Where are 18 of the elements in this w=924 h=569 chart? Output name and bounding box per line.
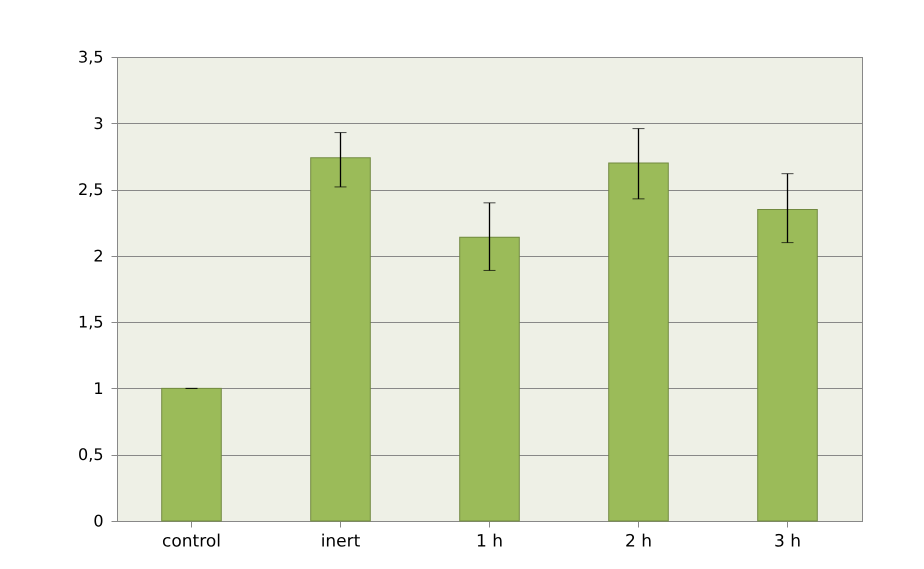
y-tick-label: 2,5 — [78, 180, 104, 200]
y-tick-label: 2 — [93, 246, 104, 266]
x-tick-label: inert — [320, 532, 361, 552]
x-tick-label: control — [162, 532, 221, 552]
bar — [161, 388, 222, 522]
bar — [459, 236, 520, 522]
y-tick-label: 1,5 — [78, 312, 104, 332]
bar — [310, 157, 371, 522]
x-tick-label: 1 h — [476, 532, 503, 552]
y-tick-label: 0 — [93, 512, 104, 530]
x-tick-label: 2 h — [625, 532, 652, 552]
bar — [757, 208, 818, 522]
x-tick-label: 3 h — [774, 532, 801, 552]
bar — [608, 162, 669, 522]
y-tick-label: 1 — [93, 378, 104, 398]
y-tick-label: 3 — [93, 114, 104, 133]
y-tick-label: 0,5 — [78, 445, 104, 464]
y-tick-label: 3,5 — [78, 48, 104, 66]
